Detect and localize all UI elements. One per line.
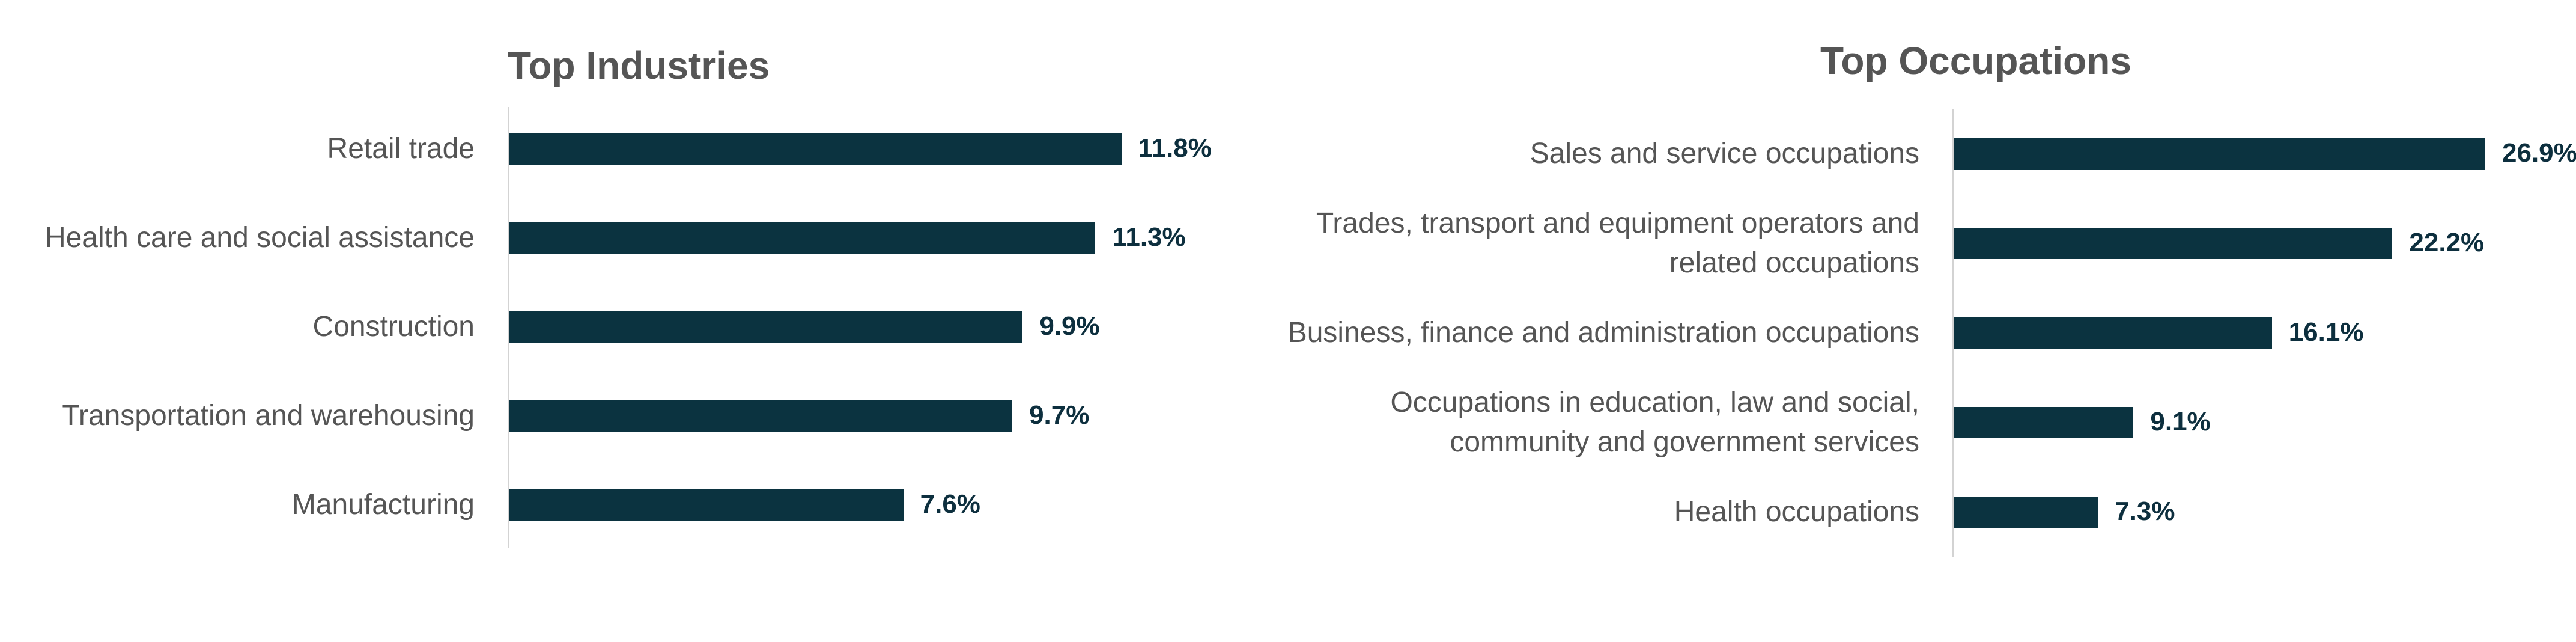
value-label: 11.3%: [1112, 222, 1186, 252]
chart-title: Top Industries: [508, 44, 770, 87]
bar: [1954, 138, 2485, 170]
bar: [1954, 407, 2134, 438]
bar: [509, 311, 1023, 343]
category-label: Sales and service occupations: [1530, 138, 1919, 170]
category-label: Manufacturing: [291, 489, 475, 521]
bar: [509, 489, 904, 521]
top-industries-chart: Top Industries Retail trade 11.8% Health c…: [0, 0, 1262, 642]
value-label: 16.1%: [2288, 317, 2364, 347]
bar: [1954, 497, 2098, 528]
bar: [1954, 228, 2393, 259]
top-occupations-chart: Top Occupations Sales and service occupa…: [1288, 0, 2576, 642]
category-label: Business, finance and administration occ…: [1287, 317, 1919, 349]
category-label: Trades, transport and equipment operator…: [1316, 207, 1919, 279]
value-label: 9.7%: [1029, 400, 1090, 430]
category-label: Health care and social assistance: [44, 222, 475, 254]
y-axis-line: [508, 107, 509, 548]
bar: [509, 400, 1013, 432]
value-label: 9.1%: [2150, 407, 2211, 436]
value-label: 7.6%: [920, 489, 980, 519]
bar: [1954, 317, 2272, 349]
category-label: Health occupations: [1674, 496, 1919, 528]
category-label: Occupations in education, law and social…: [1390, 387, 1919, 458]
category-label: Construction: [312, 311, 475, 343]
value-label: 11.8%: [1138, 133, 1212, 163]
value-label: 22.2%: [2409, 228, 2485, 257]
category-label: Transportation and warehousing: [62, 400, 475, 432]
y-axis-line: [1952, 109, 1954, 557]
value-label: 26.9%: [2502, 138, 2576, 168]
value-label: 7.3%: [2115, 497, 2175, 526]
bar: [509, 222, 1096, 254]
value-label: 9.9%: [1039, 311, 1100, 341]
category-label: Retail trade: [327, 133, 475, 165]
bar: [509, 133, 1122, 165]
chart-title: Top Occupations: [1820, 39, 2131, 82]
